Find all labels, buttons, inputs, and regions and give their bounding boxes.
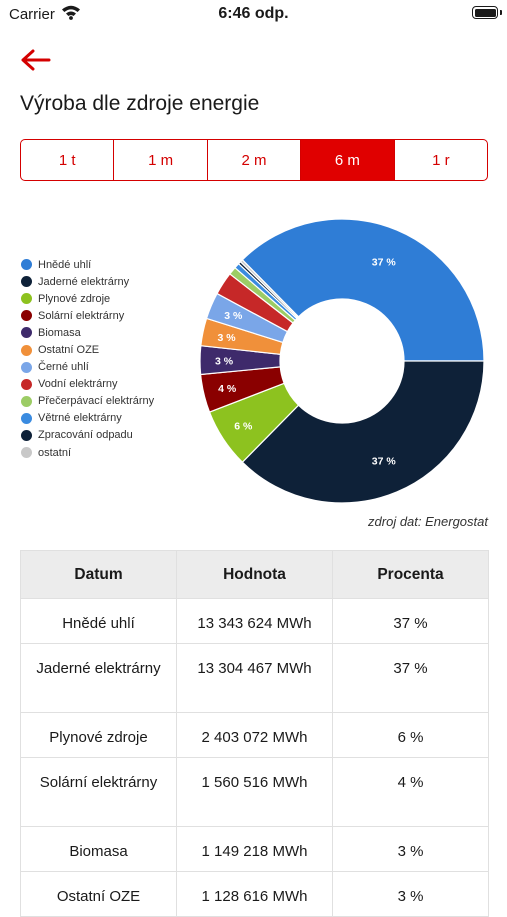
legend-item: Jaderné elektrárny: [21, 273, 154, 290]
cell-value: 1 128 616 MWh: [176, 871, 333, 917]
legend-label: ostatní: [38, 446, 72, 459]
cell-value: 1 560 516 MWh: [176, 757, 333, 827]
cell-percent: 37 %: [332, 643, 489, 713]
legend-item: Větrné elektrárny: [21, 410, 154, 427]
clock: 6:46 odp.: [218, 5, 289, 22]
legend-dot: [21, 327, 32, 339]
slice-label: 37 %: [372, 456, 397, 468]
legend-dot: [21, 395, 32, 407]
donut-chart: 37 % 37 % 6 % 4 % 3 % 3 % 3 %: [199, 218, 485, 504]
wifi-icon: [61, 4, 81, 25]
status-bar: Carrier 6:46 odp.: [0, 0, 507, 30]
cell-percent: 6 %: [332, 712, 489, 758]
table-row: Plynové zdroje 2 403 072 MWh 6 %: [20, 712, 489, 758]
slice-label: 3 %: [224, 310, 243, 322]
battery-tip: [500, 10, 502, 15]
legend-label: Ostatní OZE: [38, 344, 100, 357]
legend-dot: [21, 412, 32, 424]
period-tab-2m[interactable]: 2 m: [208, 140, 302, 180]
table-row: Biomasa 1 149 218 MWh 3 %: [20, 826, 489, 872]
page-title: Výroba dle zdroje energie: [20, 92, 260, 115]
slice-label: 3 %: [215, 355, 234, 367]
period-tab-1m[interactable]: 1 m: [114, 140, 208, 180]
cell-name: Hnědé uhlí: [20, 598, 177, 644]
data-table: Datum Hodnota Procenta Hnědé uhlí 13 343…: [20, 550, 489, 917]
legend-item: Přečerpávací elektrárny: [21, 393, 154, 410]
legend-label: Solární elektrárny: [38, 309, 125, 322]
table-row: Solární elektrárny 1 560 516 MWh 4 %: [20, 757, 489, 827]
slice-label: 37 %: [372, 256, 397, 268]
battery-icon: [472, 6, 498, 19]
legend-dot: [21, 259, 32, 271]
period-tab-1r[interactable]: 1 r: [432, 151, 450, 169]
legend-label: Zpracování odpadu: [38, 429, 133, 442]
legend-dot: [21, 344, 32, 356]
legend-label: Biomasa: [38, 326, 81, 339]
legend-item: Hnědé uhlí: [21, 256, 154, 273]
legend-item: Zpracování odpadu: [21, 427, 154, 444]
cell-value: 13 304 467 MWh: [176, 643, 333, 713]
cell-value: 1 149 218 MWh: [176, 826, 333, 872]
chart-legend: Hnědé uhlí Jaderné elektrárny Plynové zd…: [21, 256, 154, 461]
legend-label: Plynové zdroje: [38, 292, 111, 305]
cell-percent: 37 %: [332, 598, 489, 644]
table-header-row: Datum Hodnota Procenta: [20, 550, 489, 599]
back-arrow-icon[interactable]: [20, 46, 52, 74]
cell-name: Biomasa: [20, 826, 177, 872]
legend-label: Jaderné elektrárny: [38, 275, 130, 288]
pie-slice: [241, 360, 485, 504]
table-row: Hnědé uhlí 13 343 624 MWh 37 %: [20, 598, 489, 644]
column-header-percent: Procenta: [332, 550, 489, 599]
pie-slice: [241, 218, 485, 362]
legend-dot: [21, 361, 32, 373]
cell-percent: 3 %: [332, 871, 489, 917]
legend-item: Černé uhlí: [21, 359, 154, 376]
slice-label: 6 %: [234, 421, 253, 433]
cell-name: Plynové zdroje: [20, 712, 177, 758]
table-row: Ostatní OZE 1 128 616 MWh 3 %: [20, 871, 489, 917]
cell-name: Solární elektrárny: [20, 757, 177, 827]
legend-item: Ostatní OZE: [21, 341, 154, 358]
legend-item: Vodní elektrárny: [21, 376, 154, 393]
slice-label: 4 %: [218, 383, 237, 395]
period-tab-6m[interactable]: 6 m: [301, 140, 395, 180]
column-header-value: Hodnota: [176, 550, 333, 599]
table-row: Jaderné elektrárny 13 304 467 MWh 37 %: [20, 643, 489, 713]
legend-dot: [21, 378, 32, 390]
cell-percent: 3 %: [332, 826, 489, 872]
cell-percent: 4 %: [332, 757, 489, 827]
legend-label: Přečerpávací elektrárny: [38, 395, 155, 408]
carrier-label: Carrier: [9, 6, 55, 23]
legend-label: Černé uhlí: [38, 361, 89, 374]
legend-dot: [21, 447, 32, 459]
period-selector: 1 t 1 m 2 m 6 m 1 r: [20, 139, 488, 181]
legend-label: Větrné elektrárny: [38, 412, 122, 425]
cell-value: 2 403 072 MWh: [176, 712, 333, 758]
legend-dot: [21, 293, 32, 305]
legend-label: Vodní elektrárny: [38, 378, 118, 391]
legend-dot: [21, 429, 32, 441]
cell-value: 13 343 624 MWh: [176, 598, 333, 644]
cell-name: Jaderné elektrárny: [20, 643, 177, 713]
legend-item: Biomasa: [21, 324, 154, 341]
column-header-date: Datum: [20, 550, 177, 599]
legend-item: Plynové zdroje: [21, 290, 154, 307]
period-tab-1t[interactable]: 1 t: [21, 140, 115, 180]
legend-item: Solární elektrárny: [21, 307, 154, 324]
legend-item: ostatní: [21, 444, 154, 461]
legend-dot: [21, 310, 32, 322]
pie-slice: [239, 258, 300, 319]
legend-label: Hnědé uhlí: [38, 258, 92, 271]
data-source-note: zdroj dat: Energostat: [368, 514, 488, 529]
legend-dot: [21, 276, 32, 288]
cell-name: Ostatní OZE: [20, 871, 177, 917]
slice-label: 3 %: [217, 332, 236, 344]
